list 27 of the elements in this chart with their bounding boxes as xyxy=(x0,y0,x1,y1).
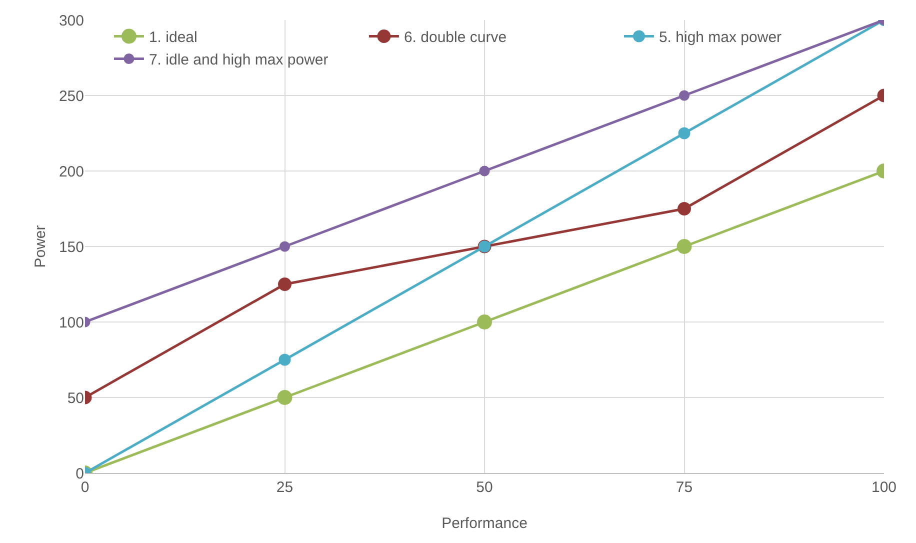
legend-label: 1. ideal xyxy=(148,29,198,46)
y-axis-title: Power xyxy=(32,225,49,268)
x-tick-label: 100 xyxy=(871,479,897,496)
y-tick-label: 250 xyxy=(58,88,84,105)
point xyxy=(679,90,690,101)
y-tick-label: 200 xyxy=(58,163,84,180)
point xyxy=(678,127,690,140)
y-tick-label: 50 xyxy=(67,390,84,407)
y-tick-label: 100 xyxy=(58,314,84,332)
x-tick-label: 50 xyxy=(476,479,493,496)
x-tick-label: 25 xyxy=(276,479,294,496)
y-tick-label: 150 xyxy=(58,238,84,256)
y-tick-label: 300 xyxy=(58,12,84,30)
point xyxy=(676,239,692,254)
point xyxy=(280,241,290,252)
legend-label: 6. double curve xyxy=(404,29,507,46)
point xyxy=(678,202,691,216)
y-tick-label: 0 xyxy=(76,465,84,482)
point xyxy=(479,166,490,176)
point xyxy=(278,278,292,291)
x-tick-label: 75 xyxy=(676,479,693,496)
legend-label: 7. idle and high max power xyxy=(148,52,328,69)
x-axis-title: Performance xyxy=(442,515,528,532)
point xyxy=(277,390,292,405)
legend-label: 5. high max power xyxy=(658,29,782,46)
point xyxy=(278,354,291,366)
point xyxy=(477,314,492,330)
